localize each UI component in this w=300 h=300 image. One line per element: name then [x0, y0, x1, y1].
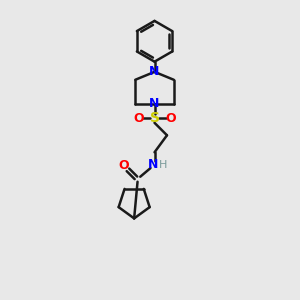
Text: N: N — [149, 65, 160, 78]
Text: S: S — [149, 111, 160, 125]
Text: O: O — [134, 112, 144, 125]
Text: O: O — [118, 159, 129, 172]
Text: H: H — [159, 160, 167, 170]
Text: N: N — [148, 158, 158, 171]
Text: N: N — [149, 97, 160, 110]
Text: O: O — [165, 112, 176, 125]
